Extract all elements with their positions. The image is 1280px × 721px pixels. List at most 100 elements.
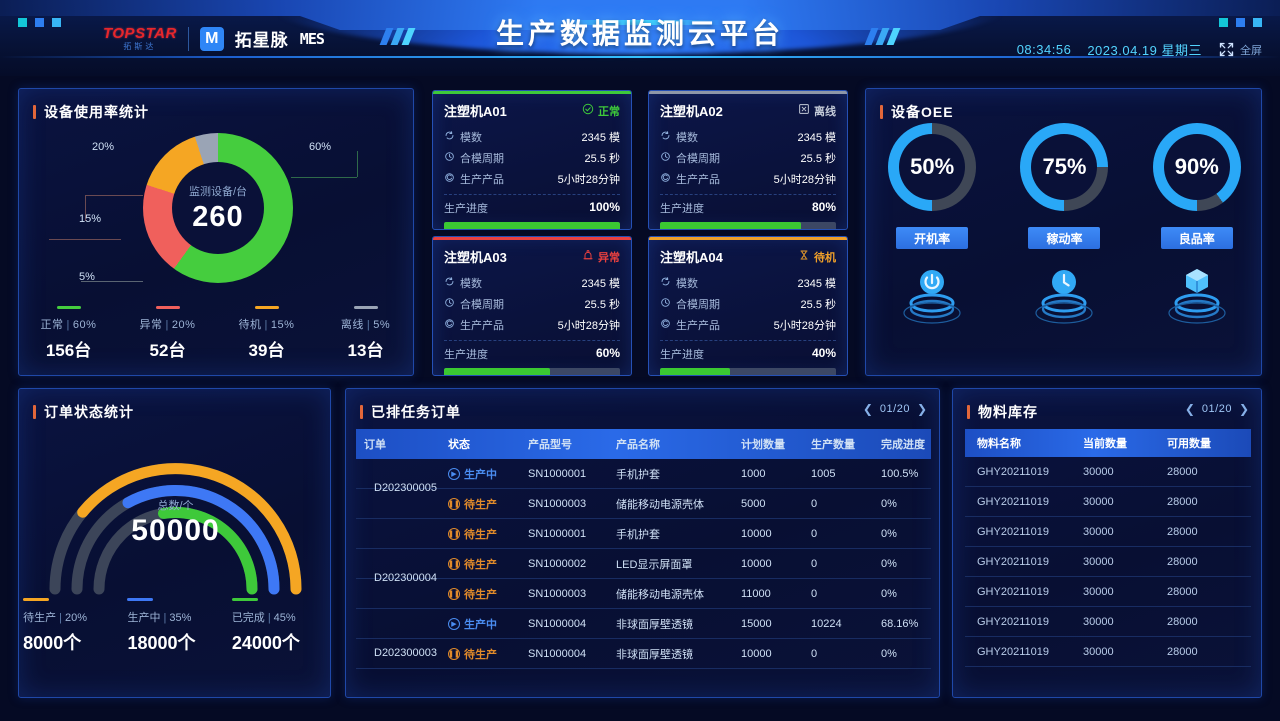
fullscreen-button[interactable]: 全屏 — [1218, 41, 1262, 58]
machine-detail-row: 模数 2345 模 — [444, 126, 620, 147]
task-page-indicator: 01/20 — [879, 403, 910, 415]
material-available-qty: 28000 — [1167, 525, 1198, 538]
table-row[interactable]: ❚❚ 待生产 SN1000002 LED显示屏面罩 10000 0 0% — [356, 549, 931, 579]
machine-detail-label: 生产产品 — [460, 319, 504, 332]
oee-metric-button[interactable]: 良品率 — [1160, 227, 1233, 249]
material-available-qty: 28000 — [1167, 465, 1198, 478]
list-item[interactable]: GHY20211019 30000 28000 — [965, 457, 1251, 487]
task-made-qty: 0 — [811, 527, 818, 540]
product-icon — [444, 172, 455, 186]
machine-detail-label: 模数 — [460, 131, 482, 144]
machine-card[interactable]: 注塑机A04 待机 模数 2345 模 合模周期 25.5 秒 生产产品 5小时… — [648, 236, 848, 376]
material-inventory-panel: 物料库存 ❮ 01/20 ❯ 物料名称 当前数量 可用数量 GHY20211019 3… — [952, 388, 1262, 698]
list-item[interactable]: GHY20211019 30000 28000 — [965, 517, 1251, 547]
task-next-page-button[interactable]: ❯ — [916, 402, 927, 416]
table-row[interactable]: ❚❚ 待生产 SN1000001 手机护套 10000 0 0% — [356, 519, 931, 549]
material-column-header: 可用数量 — [1167, 438, 1211, 450]
machine-accent-bar — [649, 237, 847, 240]
task-progress: 0% — [881, 527, 897, 540]
list-item[interactable]: GHY20211019 30000 28000 — [965, 487, 1251, 517]
alarm-icon — [582, 249, 594, 264]
callout-label-2: 15% — [79, 213, 102, 225]
task-product: 手机护套 — [616, 468, 660, 481]
task-prev-page-button[interactable]: ❮ — [862, 402, 873, 416]
task-made-qty: 0 — [811, 557, 818, 570]
task-status-label: 生产中 — [464, 618, 497, 631]
topstar-name: TOPSTAR — [103, 25, 177, 42]
table-row[interactable]: ▶ 生产中 SN1000004 非球面厚壁透镜 15000 10224 68.16% — [356, 609, 931, 639]
oee-metric-button[interactable]: 稼动率 — [1028, 227, 1101, 249]
order-status-title: 订单状态统计 — [19, 389, 330, 422]
machine-detail-value: 25.5 秒 — [800, 152, 836, 165]
oee-metric-button[interactable]: 开机率 — [896, 227, 969, 249]
machine-progress-label: 生产进度 — [444, 349, 488, 361]
machine-name: 注塑机A02 — [660, 104, 723, 119]
task-status-badge: ▶ 生产中 — [448, 466, 528, 482]
order-legend: 待生产 | 20% 8000个 生产中 | 35% 18000个 已完成 | 45% 24000个 — [19, 598, 332, 655]
task-made-qty: 0 — [811, 587, 818, 600]
material-table-body: GHY20211019 30000 28000 GHY20211019 30000 280… — [965, 457, 1251, 667]
page-title: 生产数据监测云平台 — [495, 18, 784, 49]
list-item[interactable]: GHY20211019 30000 28000 — [965, 547, 1251, 577]
order-legend-swatch — [23, 598, 50, 601]
machine-card-header: 注塑机A01 正常 — [433, 91, 631, 120]
machine-card[interactable]: 注塑机A02 离线 模数 2345 模 合模周期 25.5 秒 生产产品 5小时… — [648, 90, 848, 230]
order-legend-swatch — [231, 598, 258, 601]
task-status-label: 待生产 — [464, 498, 497, 511]
callout-line-3 — [81, 281, 143, 282]
material-current-qty: 30000 — [1083, 525, 1114, 538]
material-table-header: 物料名称 当前数量 可用数量 — [965, 429, 1251, 457]
task-plan-qty: 10000 — [741, 527, 772, 540]
task-product: 储能移动电源壳体 — [616, 588, 704, 601]
machine-card[interactable]: 注塑机A01 正常 模数 2345 模 合模周期 25.5 秒 生产产品 5小时… — [432, 90, 632, 230]
task-model: SN1000004 — [528, 617, 587, 630]
machine-status-label: 异常 — [598, 251, 620, 264]
product-icon — [444, 318, 455, 332]
task-status-badge: ❚❚ 待生产 — [448, 526, 528, 542]
machine-name: 注塑机A04 — [660, 250, 723, 265]
machine-separator — [660, 340, 836, 341]
clock-icon — [444, 151, 455, 165]
machine-detail-row: 合模周期 25.5 秒 — [660, 293, 836, 314]
table-row[interactable]: ❚❚ 待生产 SN1000003 储能移动电源壳体 5000 0 0% — [356, 489, 931, 519]
oee-gauge-value: 50% — [910, 154, 955, 179]
machine-progress-bar — [660, 368, 836, 375]
material-name: GHY20211019 — [977, 465, 1049, 478]
machine-detail-value: 25.5 秒 — [584, 298, 620, 311]
machine-detail-value: 2345 模 — [797, 131, 836, 144]
task-plan-qty: 10000 — [741, 557, 772, 570]
list-item[interactable]: GHY20211019 30000 28000 — [965, 607, 1251, 637]
task-order-number: D202300005 — [374, 482, 438, 494]
order-arc-segment — [77, 463, 302, 595]
machine-detail-row: 合模周期 25.5 秒 — [444, 293, 620, 314]
material-next-page-button[interactable]: ❯ — [1238, 402, 1249, 416]
material-available-qty: 28000 — [1167, 555, 1198, 568]
oee-gauge-value: 90% — [1174, 154, 1219, 179]
order-legend-swatch — [127, 598, 154, 601]
power-icon — [893, 263, 971, 325]
table-row[interactable]: ▶ 生产中 SN1000001 手机护套 1000 1005 100.5% — [356, 459, 931, 489]
oee-gauge-item: 50% 开机率 — [872, 123, 992, 325]
legend-value: 39台 — [248, 341, 285, 360]
task-progress: 0% — [881, 647, 897, 660]
machine-detail-value: 5小时28分钟 — [557, 173, 620, 186]
machine-detail-label: 模数 — [676, 131, 698, 144]
machine-detail-label: 模数 — [676, 277, 698, 290]
machine-name: 注塑机A03 — [444, 250, 507, 265]
machine-detail-row: 模数 2345 模 — [660, 272, 836, 293]
list-item[interactable]: GHY20211019 30000 28000 — [965, 637, 1251, 667]
material-name: GHY20211019 — [977, 525, 1049, 538]
machine-card[interactable]: 注塑机A03 异常 模数 2345 模 合模周期 25.5 秒 生产产品 5小时… — [432, 236, 632, 376]
task-column-header: 产品型号 — [528, 439, 572, 451]
machine-detail-row: 生产产品 5小时28分钟 — [444, 168, 620, 189]
material-prev-page-button[interactable]: ❮ — [1184, 402, 1195, 416]
table-row[interactable]: ❚❚ 待生产 SN1000003 储能移动电源壳体 11000 0 0% — [356, 579, 931, 609]
callout-label-1: 20% — [92, 141, 115, 153]
list-item[interactable]: GHY20211019 30000 28000 — [965, 577, 1251, 607]
table-row[interactable]: ❚❚ 待生产 SN1000004 非球面厚壁透镜 10000 0 0% — [356, 639, 931, 669]
donut-ring — [143, 133, 293, 283]
task-progress: 0% — [881, 587, 897, 600]
order-center: 总数/个 50000 — [19, 497, 332, 548]
oee-gauge-item: 75% 稼动率 — [1004, 123, 1124, 325]
machine-detail-label: 生产产品 — [676, 319, 720, 332]
